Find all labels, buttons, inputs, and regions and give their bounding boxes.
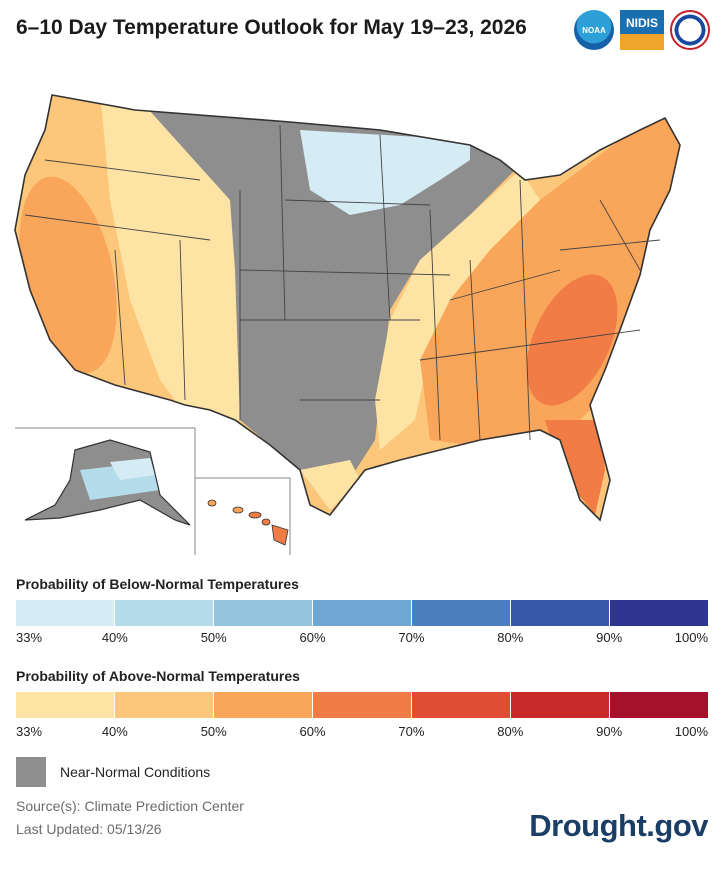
last-updated-text: Last Updated: 05/13/26 [16,821,162,837]
drought-gov-brand[interactable]: Drought.gov [529,808,708,843]
state-borders [24,124,661,441]
conus-outline [14,94,681,522]
above-legend-segment [313,692,412,718]
outlook-map [14,94,681,555]
below-legend-segment [412,600,511,626]
near-normal-swatch [16,757,46,787]
above-legend-tick: 80% [497,724,524,739]
near-normal-label: Near-Normal Conditions [60,764,211,780]
page-title: 6–10 Day Temperature Outlook for May 19–… [16,16,527,39]
above-legend-segment [214,692,313,718]
partner-logos: NOAA NIDIS [574,10,710,50]
above-legend-tick: 60% [299,724,326,739]
below-legend-segment [214,600,313,626]
below-legend-tick: 70% [398,630,425,645]
alaska-zones [25,440,190,525]
below-legend-tick: 33% [16,630,43,645]
source-text: Source(s): Climate Prediction Center [16,798,244,814]
below-legend-tick: 80% [497,630,524,645]
below-legend-tick: 90% [596,630,623,645]
above-legend-segment [412,692,511,718]
below-legend-segment [16,600,115,626]
below-legend-tick: 60% [299,630,326,645]
hawaii-inset-frame [195,477,291,555]
above-legend-segment [16,692,115,718]
noaa-logo-icon[interactable]: NOAA [574,10,614,50]
above-normal-ticks: 33% 40% 50% 60% 70% 80% 90% 100% [16,724,708,742]
above-legend-tick: 100% [674,724,708,739]
above-legend-tick: 50% [200,724,227,739]
noaa-logo-text: NOAA [582,25,606,35]
below-legend-segment [313,600,412,626]
below-legend-segment [115,600,214,626]
below-normal-legend-title: Probability of Below-Normal Temperatures [16,576,299,592]
alaska-outline [24,439,191,526]
above-legend-tick: 40% [101,724,128,739]
above-legend-tick: 33% [16,724,43,739]
nidis-logo-text: NIDIS [625,16,658,30]
below-legend-segment [511,600,610,626]
above-normal-legend-title: Probability of Above-Normal Temperatures [16,668,300,684]
above-legend-segment [610,692,708,718]
above-legend-segment [115,692,214,718]
above-legend-tick: 90% [596,724,623,739]
below-legend-tick: 100% [674,630,708,645]
below-legend-tick: 40% [101,630,128,645]
below-normal-color-bar [16,600,708,626]
above-legend-segment [511,692,610,718]
below-legend-segment [610,600,708,626]
nidis-logo-icon[interactable]: NIDIS [620,10,664,50]
hawaii-islands [207,499,289,546]
above-normal-color-bar [16,692,708,718]
below-normal-ticks: 33% 40% 50% 60% 70% 80% 90% 100% [16,630,708,648]
nws-logo-icon[interactable] [670,10,710,50]
alaska-inset-frame [15,427,196,555]
below-legend-tick: 50% [200,630,227,645]
above-legend-tick: 70% [398,724,425,739]
